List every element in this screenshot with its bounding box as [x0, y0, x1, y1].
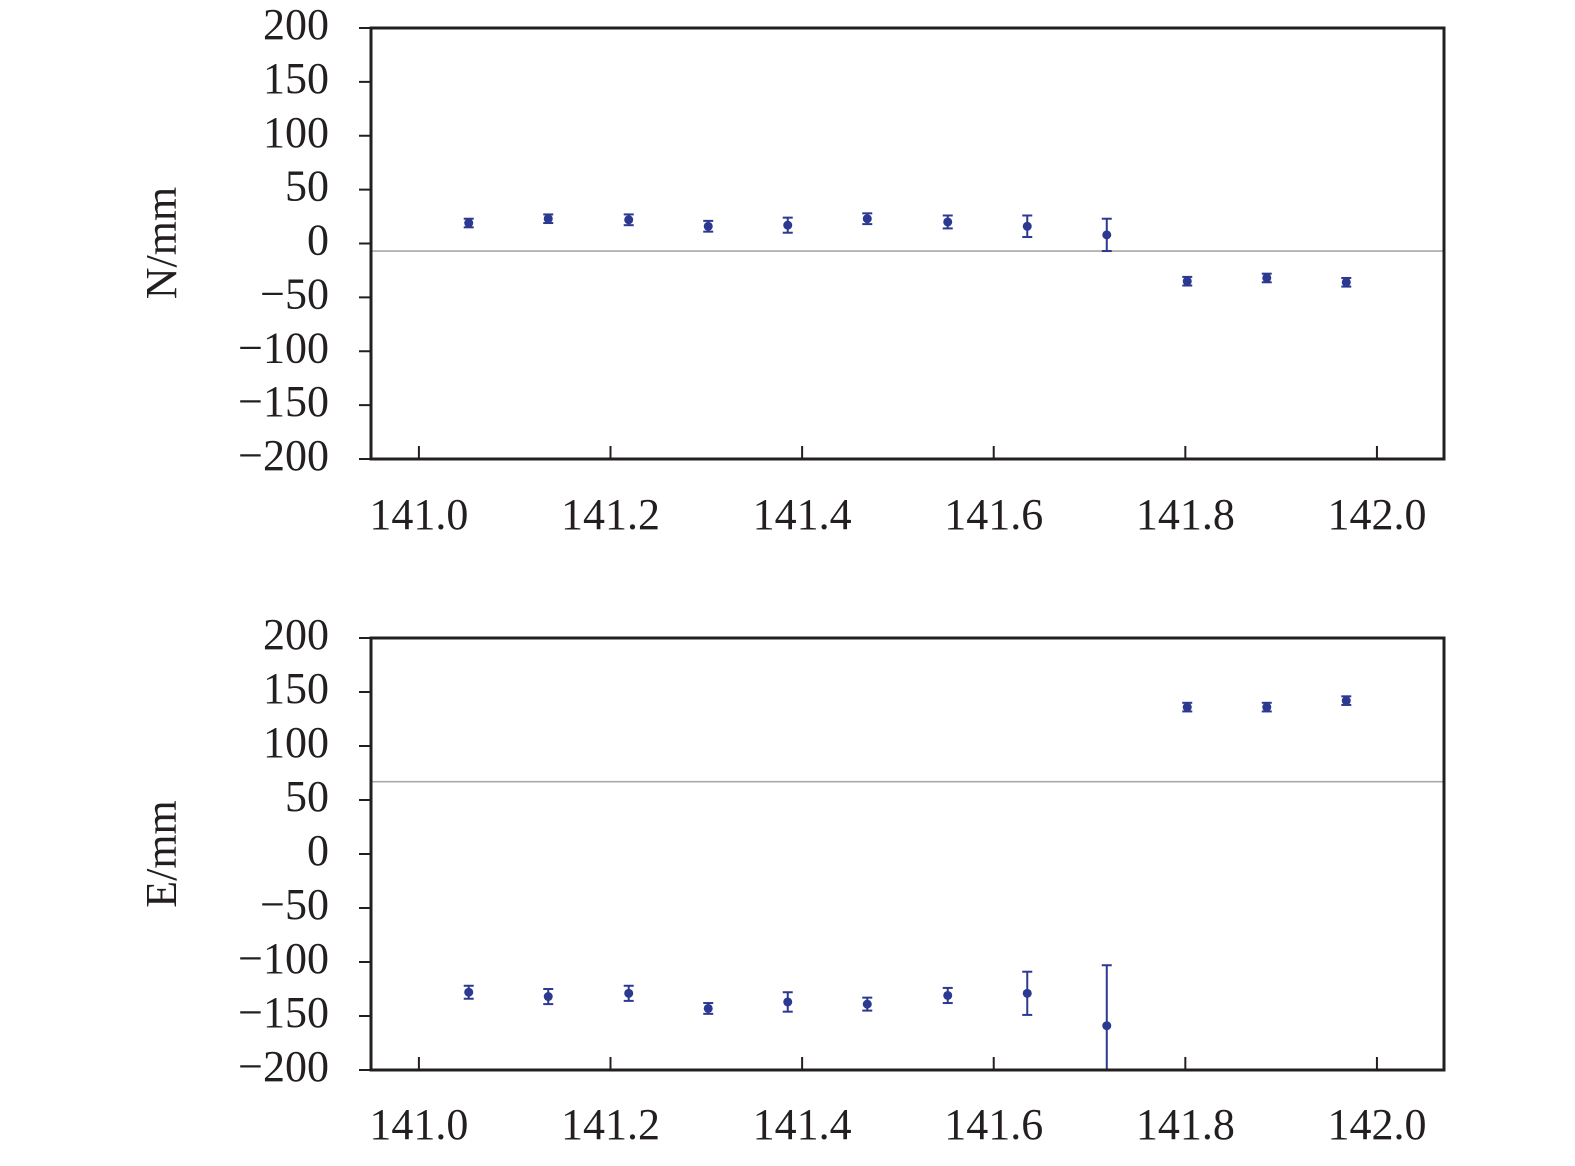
y-axis-label-n: N/mm: [137, 187, 186, 299]
data-point-e: [624, 988, 634, 998]
y-tick-label-e: −50: [260, 880, 329, 929]
x-tick-label-n: 141.4: [753, 490, 852, 539]
y-tick-label-e: −100: [238, 934, 329, 983]
data-point-e: [1022, 988, 1032, 998]
x-tick-label-e: 141.2: [561, 1100, 660, 1149]
y-tick-label-n: −150: [238, 377, 329, 426]
x-tick-label-n: 141.0: [369, 490, 468, 539]
data-point-n: [703, 221, 713, 231]
data-point-e: [543, 992, 553, 1002]
x-tick-label-e: 142.0: [1327, 1100, 1426, 1149]
data-point-n: [1182, 276, 1192, 286]
y-tick-label-n: −100: [238, 323, 329, 372]
y-tick-label-e: 0: [307, 826, 329, 875]
y-tick-label-e: 150: [263, 664, 329, 713]
y-tick-label-e: −200: [238, 1042, 329, 1091]
plot-frame-e: [369, 636, 1446, 1072]
chart-panel-e: 141.0 141.2 141.4 141.6 141.8 142.0 200 150 100…: [137, 610, 1446, 1149]
data-point-n: [1262, 273, 1272, 283]
y-tick-label-e: 50: [285, 772, 329, 821]
data-points-e: [463, 695, 1352, 1070]
x-tick-labels-e: 141.0 141.2 141.4 141.6 141.8 142.0: [369, 1100, 1426, 1149]
y-tick-label-n: 0: [307, 216, 329, 265]
data-point-n: [1102, 230, 1112, 240]
x-tick-labels-n: 141.0 141.2 141.4 141.6 141.8 142.0: [369, 490, 1426, 539]
y-ticks-e: [359, 637, 371, 1071]
data-point-n: [1022, 221, 1032, 231]
x-tick-label-e: 141.0: [369, 1100, 468, 1149]
data-point-n: [943, 217, 953, 227]
data-point-n: [862, 214, 872, 224]
data-point-e: [1262, 702, 1272, 712]
x-ticks-e: [417, 1057, 1378, 1070]
y-tick-label-e: 200: [263, 610, 329, 659]
x-tick-label-e: 141.4: [753, 1100, 852, 1149]
y-tick-label-n: −200: [238, 431, 329, 480]
y-tick-label-n: −50: [260, 269, 329, 318]
y-tick-labels-e: 200 150 100 50 0 −50 −100 −150 −200: [238, 610, 329, 1091]
y-axis-label-e: E/mm: [137, 800, 186, 908]
x-tick-label-n: 142.0: [1327, 490, 1426, 539]
x-ticks-n: [417, 446, 1378, 459]
x-tick-label-n: 141.8: [1136, 490, 1235, 539]
data-point-n: [543, 214, 553, 224]
y-tick-label-n: 200: [263, 0, 329, 49]
x-tick-label-e: 141.8: [1136, 1100, 1235, 1149]
data-point-e: [862, 999, 872, 1009]
data-point-n: [624, 215, 634, 225]
data-point-e: [1341, 696, 1351, 706]
data-point-e: [1182, 702, 1192, 712]
data-points-n: [463, 212, 1352, 288]
x-tick-label-n: 141.6: [944, 490, 1043, 539]
data-point-e: [1102, 1021, 1112, 1031]
y-tick-labels-n: 200 150 100 50 0−50 −100 −150 −200: [238, 0, 329, 480]
data-point-e: [703, 1003, 713, 1013]
data-point-n: [783, 220, 793, 230]
data-point-e: [783, 997, 793, 1007]
x-tick-label-e: 141.6: [944, 1100, 1043, 1149]
y-tick-label-n: 100: [263, 108, 329, 157]
chart-panel-n: 141.0 141.2 141.4 141.6 141.8 142.0 200 150 100…: [137, 0, 1446, 539]
y-ticks-n: [359, 27, 371, 460]
x-tick-label-n: 141.2: [561, 490, 660, 539]
y-tick-label-n: 150: [263, 54, 329, 103]
plot-frame-n: [369, 26, 1446, 461]
y-tick-label-e: −150: [238, 988, 329, 1037]
data-point-n: [464, 218, 474, 228]
data-point-e: [943, 990, 953, 1000]
y-tick-label-n: 50: [285, 162, 329, 211]
y-tick-label-e: 100: [263, 718, 329, 767]
data-point-e: [464, 987, 474, 997]
data-point-n: [1341, 277, 1351, 287]
